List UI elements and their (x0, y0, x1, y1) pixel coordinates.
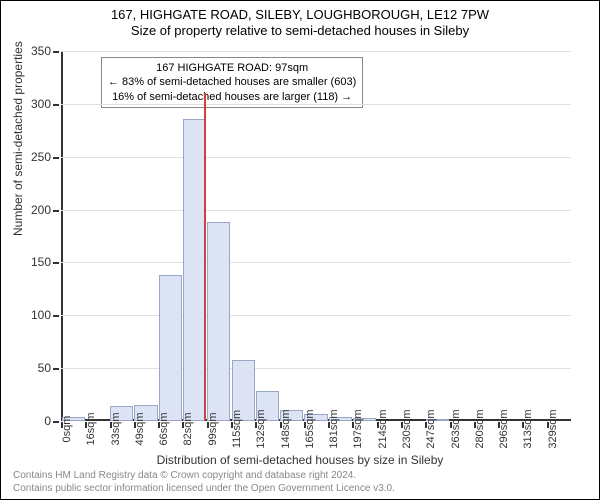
y-tick (53, 51, 59, 53)
x-tick-label: 197sqm (352, 409, 364, 448)
histogram-bar (159, 275, 182, 421)
x-tick-label: 49sqm (134, 412, 146, 445)
footnote-line-1: Contains HM Land Registry data © Crown c… (13, 470, 395, 483)
y-tick (53, 421, 59, 423)
histogram-bar (207, 222, 230, 421)
x-tick-label: 66sqm (158, 412, 170, 445)
x-tick-label: 280sqm (474, 409, 486, 448)
gridline (61, 51, 571, 52)
x-tick-label: 132sqm (255, 409, 267, 448)
footnote: Contains HM Land Registry data © Crown c… (13, 470, 395, 495)
gridline (61, 210, 571, 211)
x-tick-label: 99sqm (207, 412, 219, 445)
y-tick-label: 0 (44, 414, 51, 428)
y-tick-label: 250 (31, 150, 51, 164)
gridline (61, 157, 571, 158)
y-tick-label: 100 (31, 308, 51, 322)
plot-area: 167 HIGHGATE ROAD: 97sqm ← 83% of semi-d… (61, 51, 571, 421)
annotation-line-2: ← 83% of semi-detached houses are smalle… (108, 75, 356, 89)
y-tick-label: 300 (31, 97, 51, 111)
y-tick (53, 262, 59, 264)
annotation-line-3: 16% of semi-detached houses are larger (… (108, 90, 356, 104)
histogram-bar (183, 119, 206, 421)
x-tick-label: 148sqm (280, 409, 292, 448)
gridline (61, 104, 571, 105)
x-tick-label: 181sqm (328, 409, 340, 448)
x-tick-label: 263sqm (450, 409, 462, 448)
y-tick-label: 200 (31, 203, 51, 217)
x-tick-label: 115sqm (231, 410, 243, 448)
gridline (61, 368, 571, 369)
y-tick (53, 104, 59, 106)
x-tick-label: 230sqm (401, 409, 413, 448)
y-tick (53, 368, 59, 370)
x-tick-label: 214sqm (377, 409, 389, 448)
y-axis-label: Number of semi-detached properties (11, 41, 25, 236)
x-tick-label: 16sqm (85, 412, 97, 445)
x-tick-label: 0sqm (61, 416, 73, 443)
annotation-box: 167 HIGHGATE ROAD: 97sqm ← 83% of semi-d… (101, 57, 363, 108)
x-tick-label: 329sqm (547, 409, 559, 448)
annotation-line-1: 167 HIGHGATE ROAD: 97sqm (108, 61, 356, 75)
gridline (61, 315, 571, 316)
y-tick-label: 50 (38, 361, 51, 375)
x-tick-label: 33sqm (110, 412, 122, 445)
x-tick-label: 82sqm (182, 412, 194, 445)
title-line-1: 167, HIGHGATE ROAD, SILEBY, LOUGHBOROUGH… (1, 7, 599, 23)
footnote-line-2: Contains public sector information licen… (13, 483, 395, 496)
x-axis-label: Distribution of semi-detached houses by … (1, 453, 599, 467)
y-tick (53, 157, 59, 159)
x-tick-label: 313sqm (522, 409, 534, 448)
y-tick (53, 210, 59, 212)
marker-line (204, 93, 206, 421)
title-line-2: Size of property relative to semi-detach… (1, 23, 599, 39)
y-tick (53, 315, 59, 317)
y-tick-label: 350 (31, 44, 51, 58)
chart-container: 167, HIGHGATE ROAD, SILEBY, LOUGHBOROUGH… (0, 0, 600, 500)
x-tick-label: 165sqm (304, 409, 316, 448)
title-block: 167, HIGHGATE ROAD, SILEBY, LOUGHBOROUGH… (1, 1, 599, 40)
x-tick-label: 247sqm (425, 409, 437, 448)
x-tick-label: 296sqm (498, 409, 510, 448)
y-tick-label: 150 (31, 255, 51, 269)
gridline (61, 262, 571, 263)
